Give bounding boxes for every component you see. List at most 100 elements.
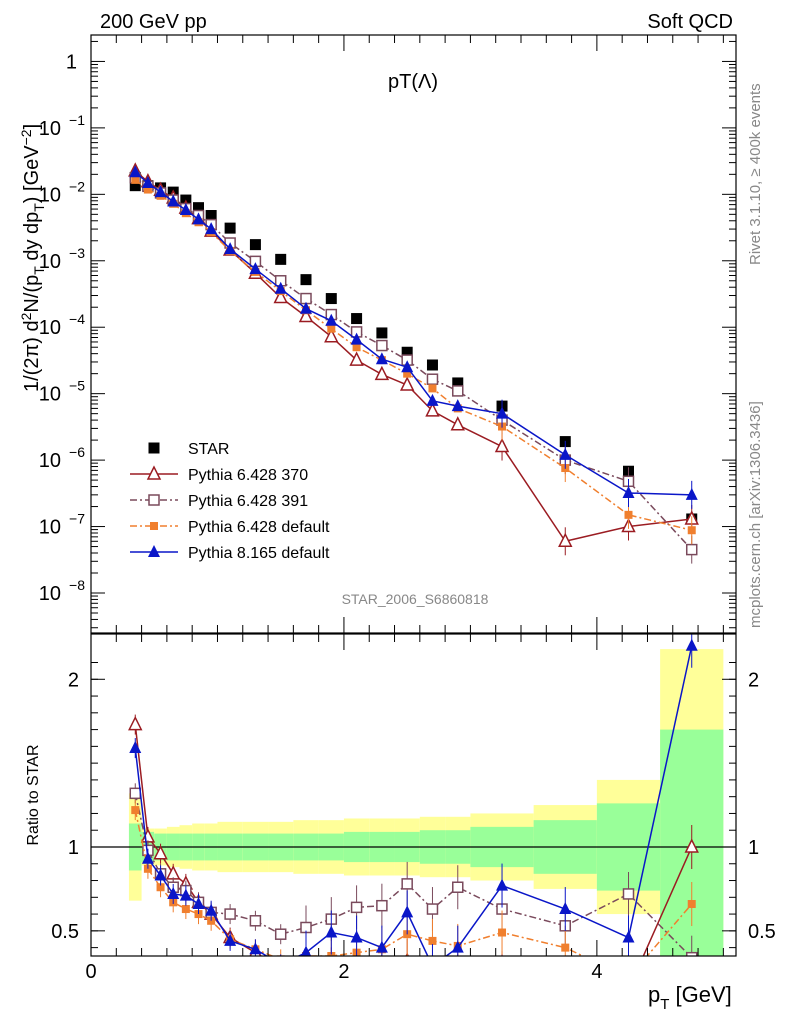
legend-entry: Pythia 6.428 391 — [188, 493, 308, 510]
data-point — [274, 281, 287, 294]
data-point — [559, 447, 572, 460]
data-point — [350, 930, 363, 943]
data-point — [153, 845, 168, 860]
data-point — [194, 910, 203, 919]
data-point — [375, 352, 388, 365]
y-tick-exponent: −3 — [69, 245, 85, 261]
data-point — [129, 165, 142, 178]
rivet-label: Rivet 3.1.10, ≥ 400k events — [747, 83, 764, 265]
data-point — [143, 185, 152, 194]
data-point — [496, 878, 509, 891]
data-point — [452, 881, 464, 893]
data-point — [622, 888, 635, 900]
data-point — [192, 897, 205, 910]
source-label: mcplots.cern.ch [arXiv:1306.3436] — [747, 401, 764, 628]
y-tick-exponent: −4 — [69, 311, 85, 327]
data-point — [559, 1003, 571, 1015]
data-point — [452, 385, 464, 397]
data-point — [622, 485, 635, 498]
data-point — [298, 307, 314, 323]
data-point — [148, 442, 160, 454]
ratio-y-tick-label: 2 — [68, 669, 79, 691]
data-point — [205, 222, 218, 235]
y-tick-exponent: −8 — [69, 577, 85, 593]
data-point — [401, 360, 414, 373]
x-tick-label: 0 — [85, 961, 96, 983]
x-axis-label: pT [GeV] — [648, 982, 732, 1013]
data-point — [351, 967, 363, 979]
data-point — [561, 943, 570, 952]
data-point — [685, 638, 698, 651]
data-point — [300, 301, 312, 314]
y-tick-label: 10 — [39, 583, 61, 605]
data-point — [193, 202, 204, 214]
data-point — [181, 905, 190, 914]
data-point — [179, 888, 192, 901]
data-point — [249, 239, 261, 251]
data-point — [167, 886, 180, 899]
data-point — [558, 532, 573, 548]
y-tick-label: 1 — [66, 51, 77, 73]
data-point — [249, 942, 262, 955]
y-tick-label: 10 — [39, 251, 61, 273]
x-tick-label: 4 — [591, 961, 602, 983]
data-point — [350, 901, 363, 914]
data-point — [273, 288, 288, 304]
data-point — [625, 974, 633, 982]
data-point — [275, 253, 287, 265]
data-point — [494, 437, 510, 453]
data-point — [452, 377, 464, 389]
data-point — [156, 883, 165, 892]
data-point — [148, 494, 160, 506]
y-tick-exponent: −1 — [69, 112, 85, 128]
legend-entry: STAR — [188, 441, 229, 458]
data-point — [179, 203, 192, 216]
data-point — [376, 327, 388, 339]
data-point — [327, 324, 336, 333]
data-point — [376, 899, 388, 912]
data-point — [205, 903, 218, 916]
data-point — [426, 393, 439, 406]
data-point — [685, 543, 698, 556]
data-point — [399, 376, 415, 391]
data-point — [623, 983, 635, 995]
data-point — [129, 180, 141, 192]
x-tick-label: 2 — [338, 961, 349, 983]
y-tick-label: 10 — [39, 184, 61, 206]
main-plot-frame — [90, 34, 737, 634]
data-point — [325, 293, 337, 305]
data-point — [154, 868, 167, 881]
ratio-y-axis-label: Ratio to STAR — [25, 744, 42, 845]
data-point — [452, 969, 464, 981]
data-point — [141, 851, 154, 864]
ratio-series-line — [134, 809, 693, 956]
y-tick-exponent: −2 — [69, 178, 85, 194]
data-point — [325, 313, 338, 326]
data-point — [224, 908, 236, 920]
data-point — [687, 526, 696, 535]
data-point — [207, 916, 216, 925]
data-point — [129, 741, 142, 754]
data-point — [167, 194, 180, 207]
data-point — [224, 933, 237, 946]
data-point — [426, 903, 439, 915]
data-point — [325, 962, 337, 974]
category-label: Soft QCD — [647, 11, 733, 33]
data-point — [325, 925, 338, 938]
data-point — [684, 838, 699, 853]
ratio-y-tick-label: 1 — [68, 837, 79, 859]
data-point — [146, 465, 162, 480]
data-point — [375, 940, 388, 953]
data-point — [205, 210, 217, 222]
data-point — [403, 369, 412, 378]
data-point — [249, 915, 262, 927]
data-point — [352, 343, 361, 352]
data-point — [496, 966, 508, 978]
data-point — [622, 930, 635, 943]
data-point — [624, 510, 633, 519]
data-point — [426, 373, 439, 385]
data-point — [150, 522, 158, 530]
data-point — [451, 399, 464, 412]
data-point — [559, 902, 572, 915]
